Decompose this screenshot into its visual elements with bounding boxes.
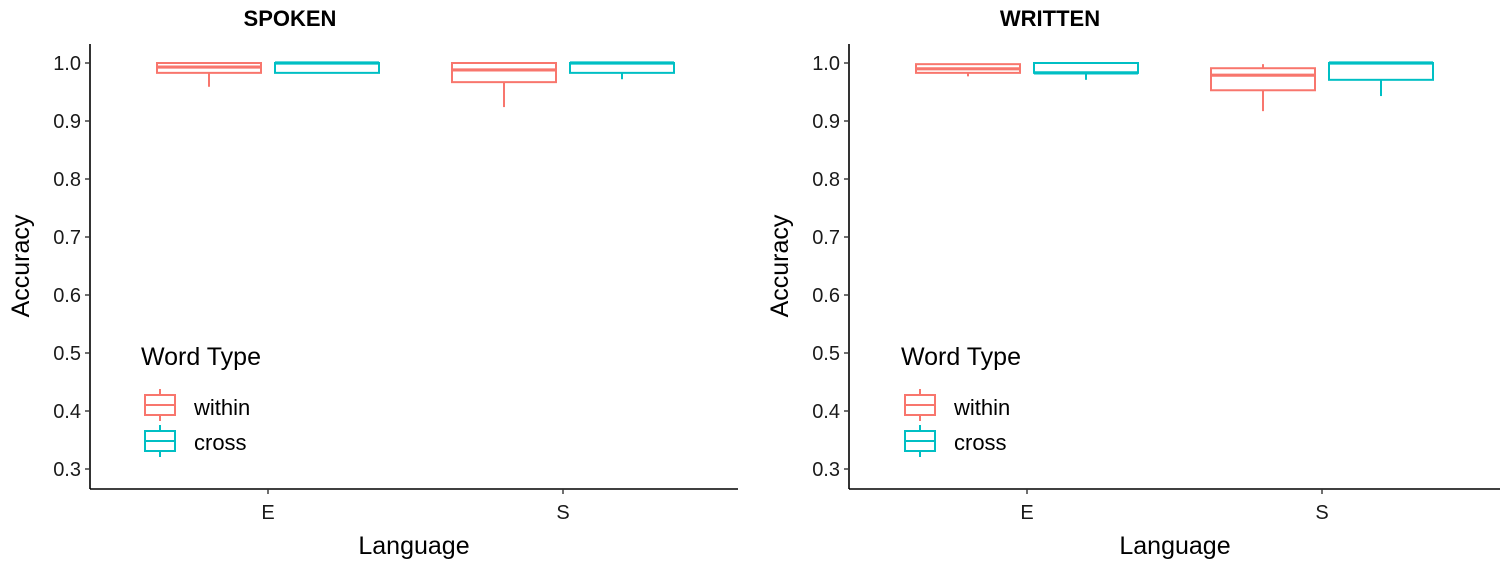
panel-written: WRITTEN 0.3 0.4 0.5 0.6 0.7 0.8 0.9 1.0 E S Lan… xyxy=(766,6,1500,560)
y-axis-title: Accuracy xyxy=(7,214,35,317)
y-tick-label: 0.7 xyxy=(812,227,840,249)
panel-spoken: SPOKEN 0.3 0.4 0.5 0.6 0.7 0.8 0.9 1.0 E S Lang… xyxy=(7,6,738,560)
y-tick-label: 0.4 xyxy=(812,401,840,423)
y-tick-label: 0.7 xyxy=(53,227,81,249)
legend-title: Word Type xyxy=(141,343,261,371)
x-tick-label-s: S xyxy=(1315,502,1328,524)
y-tick-label: 1.0 xyxy=(812,53,840,75)
legend-label-cross: cross xyxy=(954,430,1007,455)
boxplot-series xyxy=(915,61,1434,112)
x-axis-title: Language xyxy=(1119,532,1230,560)
y-axis-ticks: 0.3 0.4 0.5 0.6 0.7 0.8 0.9 1.0 xyxy=(53,53,90,481)
y-tick-label: 0.3 xyxy=(53,459,81,481)
y-tick-label: 0.5 xyxy=(53,343,81,365)
legend: Word Type within cross xyxy=(901,343,1021,457)
legend-key-within-icon xyxy=(144,389,176,421)
y-tick-label: 0.5 xyxy=(812,343,840,365)
boxplot-series xyxy=(156,61,675,108)
legend-label-within: within xyxy=(953,395,1010,420)
legend-key-cross-icon xyxy=(904,425,936,457)
x-axis-title: Language xyxy=(358,532,469,560)
x-tick-label-e: E xyxy=(1020,502,1033,524)
box-within-S xyxy=(1210,64,1316,112)
box-cross-S xyxy=(569,61,675,80)
box-within-E xyxy=(156,62,262,87)
legend-label-cross: cross xyxy=(194,430,247,455)
y-axis-title: Accuracy xyxy=(766,214,794,317)
box-cross-E xyxy=(1033,62,1139,80)
box-within-S xyxy=(451,62,557,108)
y-axis-ticks: 0.3 0.4 0.5 0.6 0.7 0.8 0.9 1.0 xyxy=(812,53,849,481)
panel-title: WRITTEN xyxy=(1000,6,1100,31)
box-within-E xyxy=(915,63,1021,77)
legend-title: Word Type xyxy=(901,343,1021,371)
y-tick-label: 0.3 xyxy=(812,459,840,481)
y-tick-label: 1.0 xyxy=(53,53,81,75)
legend-key-within-icon xyxy=(904,389,936,421)
y-tick-label: 0.8 xyxy=(812,169,840,191)
legend-label-within: within xyxy=(193,395,250,420)
y-tick-label: 0.6 xyxy=(53,285,81,307)
legend-key-cross-icon xyxy=(144,425,176,457)
y-tick-label: 0.6 xyxy=(812,285,840,307)
y-tick-label: 0.8 xyxy=(53,169,81,191)
y-tick-label: 0.9 xyxy=(53,111,81,133)
y-tick-label: 0.9 xyxy=(812,111,840,133)
legend: Word Type within cross xyxy=(141,343,261,457)
x-tick-label-s: S xyxy=(556,502,569,524)
panel-title: SPOKEN xyxy=(244,6,337,31)
y-tick-label: 0.4 xyxy=(53,401,81,423)
box-cross-S xyxy=(1328,61,1434,97)
box-cross-E xyxy=(274,61,380,74)
x-tick-label-e: E xyxy=(261,502,274,524)
